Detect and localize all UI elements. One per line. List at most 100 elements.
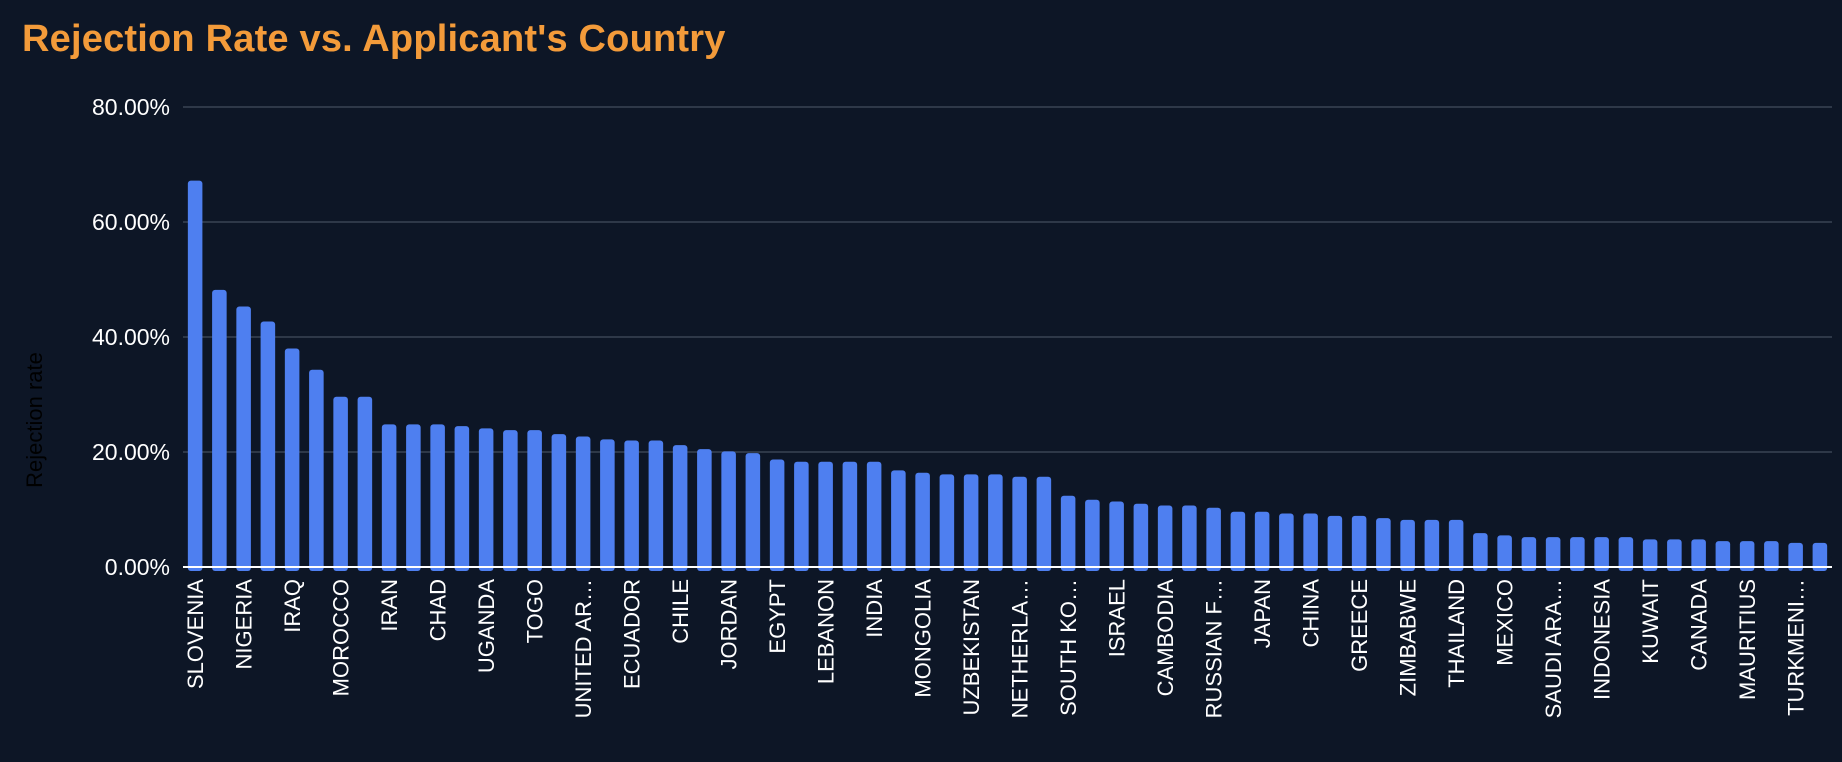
x-tick-label: TURKMENI… [1784, 579, 1809, 716]
bar [1109, 501, 1124, 571]
x-tick-label: NIGERIA [232, 579, 257, 670]
x-tick-label: INDONESIA [1590, 579, 1615, 700]
bar [503, 430, 518, 571]
bar [963, 474, 979, 571]
bars [187, 180, 1828, 571]
bar [236, 306, 251, 571]
x-tick-label: UNITED AR… [571, 579, 596, 718]
bar [333, 396, 348, 571]
x-tick-label: CHILE [668, 579, 693, 644]
bar [527, 430, 542, 571]
x-tick-label: MONGOLIA [911, 579, 936, 698]
bar [1570, 537, 1585, 571]
bar [1206, 507, 1221, 571]
x-tick-label: MEXICO [1493, 579, 1518, 666]
bar [624, 440, 639, 571]
bar [939, 474, 955, 571]
y-axis-ticks: 0.00% 20.00% 40.00% 60.00% 80.00% [92, 94, 170, 580]
bar [1400, 519, 1415, 571]
bar [1182, 505, 1197, 571]
x-tick-label: ZIMBABWE [1396, 579, 1421, 696]
bar [1812, 542, 1828, 571]
bar [551, 434, 567, 571]
x-tick-label: KUWAIT [1638, 579, 1663, 664]
bar [1230, 511, 1246, 571]
bar [1521, 537, 1537, 571]
bar [818, 461, 833, 571]
bar [575, 436, 591, 571]
bar [648, 440, 664, 571]
y-tick-label: 60.00% [92, 209, 170, 235]
bar [1691, 539, 1706, 571]
bar [1012, 476, 1027, 571]
bar [187, 180, 203, 571]
x-tick-label: GREECE [1347, 579, 1372, 672]
x-tick-label: MAURITIUS [1735, 579, 1760, 700]
x-tick-label: UZBEKISTAN [959, 579, 984, 716]
y-tick-label: 0.00% [105, 554, 170, 580]
bar [406, 424, 421, 571]
bar [1764, 541, 1779, 571]
x-tick-label: CANADA [1687, 579, 1712, 671]
bar [381, 424, 397, 571]
x-tick-label: EGYPT [765, 579, 790, 654]
bar [1303, 513, 1318, 571]
bar [1060, 495, 1076, 571]
bar [1618, 537, 1634, 571]
x-tick-label: NETHERLA… [1008, 579, 1033, 718]
bar [1715, 541, 1731, 571]
x-tick-label: CHAD [426, 579, 451, 641]
bar [212, 289, 227, 571]
bar [915, 472, 930, 571]
bar [745, 453, 761, 571]
bar [1473, 533, 1488, 571]
bar [1545, 537, 1561, 571]
bar [1642, 539, 1658, 571]
bar [769, 459, 785, 571]
bar [478, 428, 494, 571]
bar [1376, 518, 1391, 571]
x-tick-label: CAMBODIA [1153, 579, 1178, 697]
bar [1351, 515, 1367, 571]
bar [891, 470, 906, 571]
x-tick-label: TOGO [523, 579, 548, 643]
x-tick-label: SOUTH KO… [1056, 579, 1081, 716]
bar [1667, 539, 1682, 571]
bar [697, 449, 712, 571]
bar [1424, 519, 1440, 571]
bar [1133, 503, 1149, 571]
bar [1739, 541, 1755, 571]
bar [309, 369, 324, 571]
bar [357, 396, 373, 571]
bar [1497, 535, 1512, 571]
y-axis-label: Rejection rate [22, 352, 47, 488]
y-tick-label: 80.00% [92, 94, 170, 120]
bar [842, 461, 858, 571]
chart-title: Rejection Rate vs. Applicant's Country [22, 18, 726, 60]
bar [454, 426, 470, 571]
x-tick-label: RUSSIAN F… [1202, 579, 1227, 718]
bar [1085, 499, 1100, 571]
x-axis-ticks: SLOVENIA NIGERIA IRAQ MOROCCO IRAN CHAD UGANDA… [183, 579, 1809, 719]
bar [794, 461, 809, 571]
x-tick-label: INDIA [862, 579, 887, 638]
bar [260, 321, 276, 571]
bar [1157, 505, 1173, 571]
x-tick-label: IRAQ [280, 579, 305, 633]
bar [1788, 542, 1803, 571]
x-tick-label: UGANDA [474, 579, 499, 673]
x-tick-label: THAILAND [1444, 579, 1469, 688]
x-tick-label: SAUDI ARA… [1541, 579, 1566, 718]
x-tick-label: LEBANON [814, 579, 839, 684]
y-tick-label: 20.00% [92, 439, 170, 465]
x-tick-label: SLOVENIA [183, 579, 208, 689]
bar [430, 424, 445, 571]
x-tick-label: ISRAEL [1105, 579, 1130, 657]
x-tick-label: JAPAN [1250, 579, 1275, 648]
bar [284, 348, 300, 571]
gridlines [183, 106, 1832, 453]
x-tick-label: ECUADOR [620, 579, 645, 689]
bar [672, 445, 688, 571]
bar [1327, 515, 1343, 571]
